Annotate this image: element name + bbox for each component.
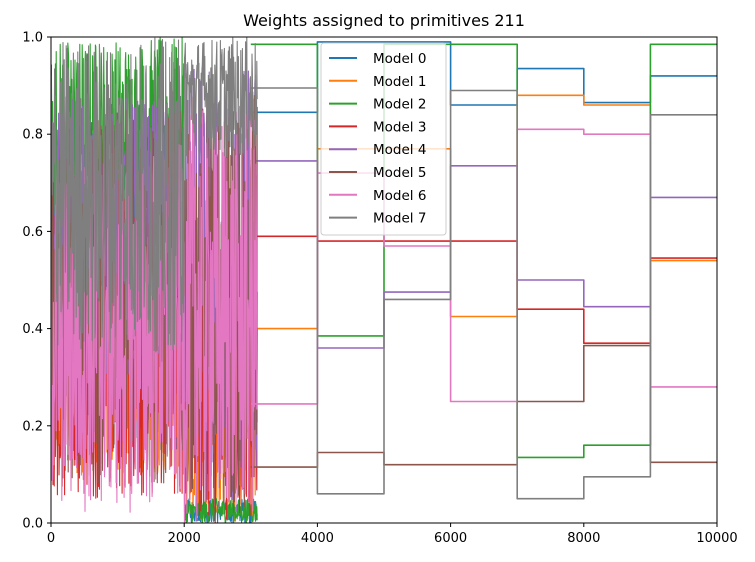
series-step-line [250,160,717,349]
legend-item: Model 5 [329,165,426,181]
x-tick-label: 4000 [301,531,334,546]
y-tick-label: 0.0 [22,517,43,532]
y-tick-label: 0.4 [22,322,43,337]
series-model-7 [51,37,717,500]
legend-label: Model 3 [373,119,426,135]
legend-item: Model 1 [329,74,426,90]
series-step-line [250,87,717,500]
x-tick-label: 6000 [434,531,467,546]
legend-label: Model 6 [373,188,426,204]
y-tick-label: 1.0 [22,31,43,46]
legend-label: Model 4 [373,142,426,158]
legend-label: Model 1 [373,74,426,90]
legend-item: Model 6 [329,188,426,204]
plot-area [51,37,717,523]
series-step-line [250,344,717,468]
legend-item: Model 2 [329,97,426,113]
chart-title: Weights assigned to primitives 211 [243,11,525,30]
plot-frame [50,36,718,524]
y-tick-label: 0.2 [22,419,43,434]
series-noise-line [51,110,258,523]
y-tick-label: 0.8 [22,128,43,143]
y-tick-label: 0.6 [22,225,43,240]
legend-item: Model 0 [329,51,426,67]
legend-label: Model 0 [373,51,426,67]
x-tick-label: 8000 [567,531,600,546]
plot-clip-group [51,37,717,523]
series-step-line [250,235,717,344]
legend-label: Model 2 [373,97,426,113]
legend-label: Model 7 [373,211,426,227]
legend-item: Model 7 [329,211,426,227]
x-tick-label: 10000 [696,531,737,546]
legend-label: Model 5 [373,165,426,181]
x-tick-label: 2000 [168,531,201,546]
series-noise-line [51,37,258,523]
series-noise-line [51,37,258,354]
legend-item: Model 3 [329,119,426,135]
legend-box [320,42,447,236]
legend-item: Model 4 [329,142,426,158]
axes: 0 2000 4000 6000 8000 10000 0.0 0.2 0.4 0.6 0.8 1.0 [22,31,737,547]
legend: Model 0 Model 1 Model 2 Model 3 Model 4 Model… [320,42,447,236]
x-tick-label: 0 [47,531,55,546]
